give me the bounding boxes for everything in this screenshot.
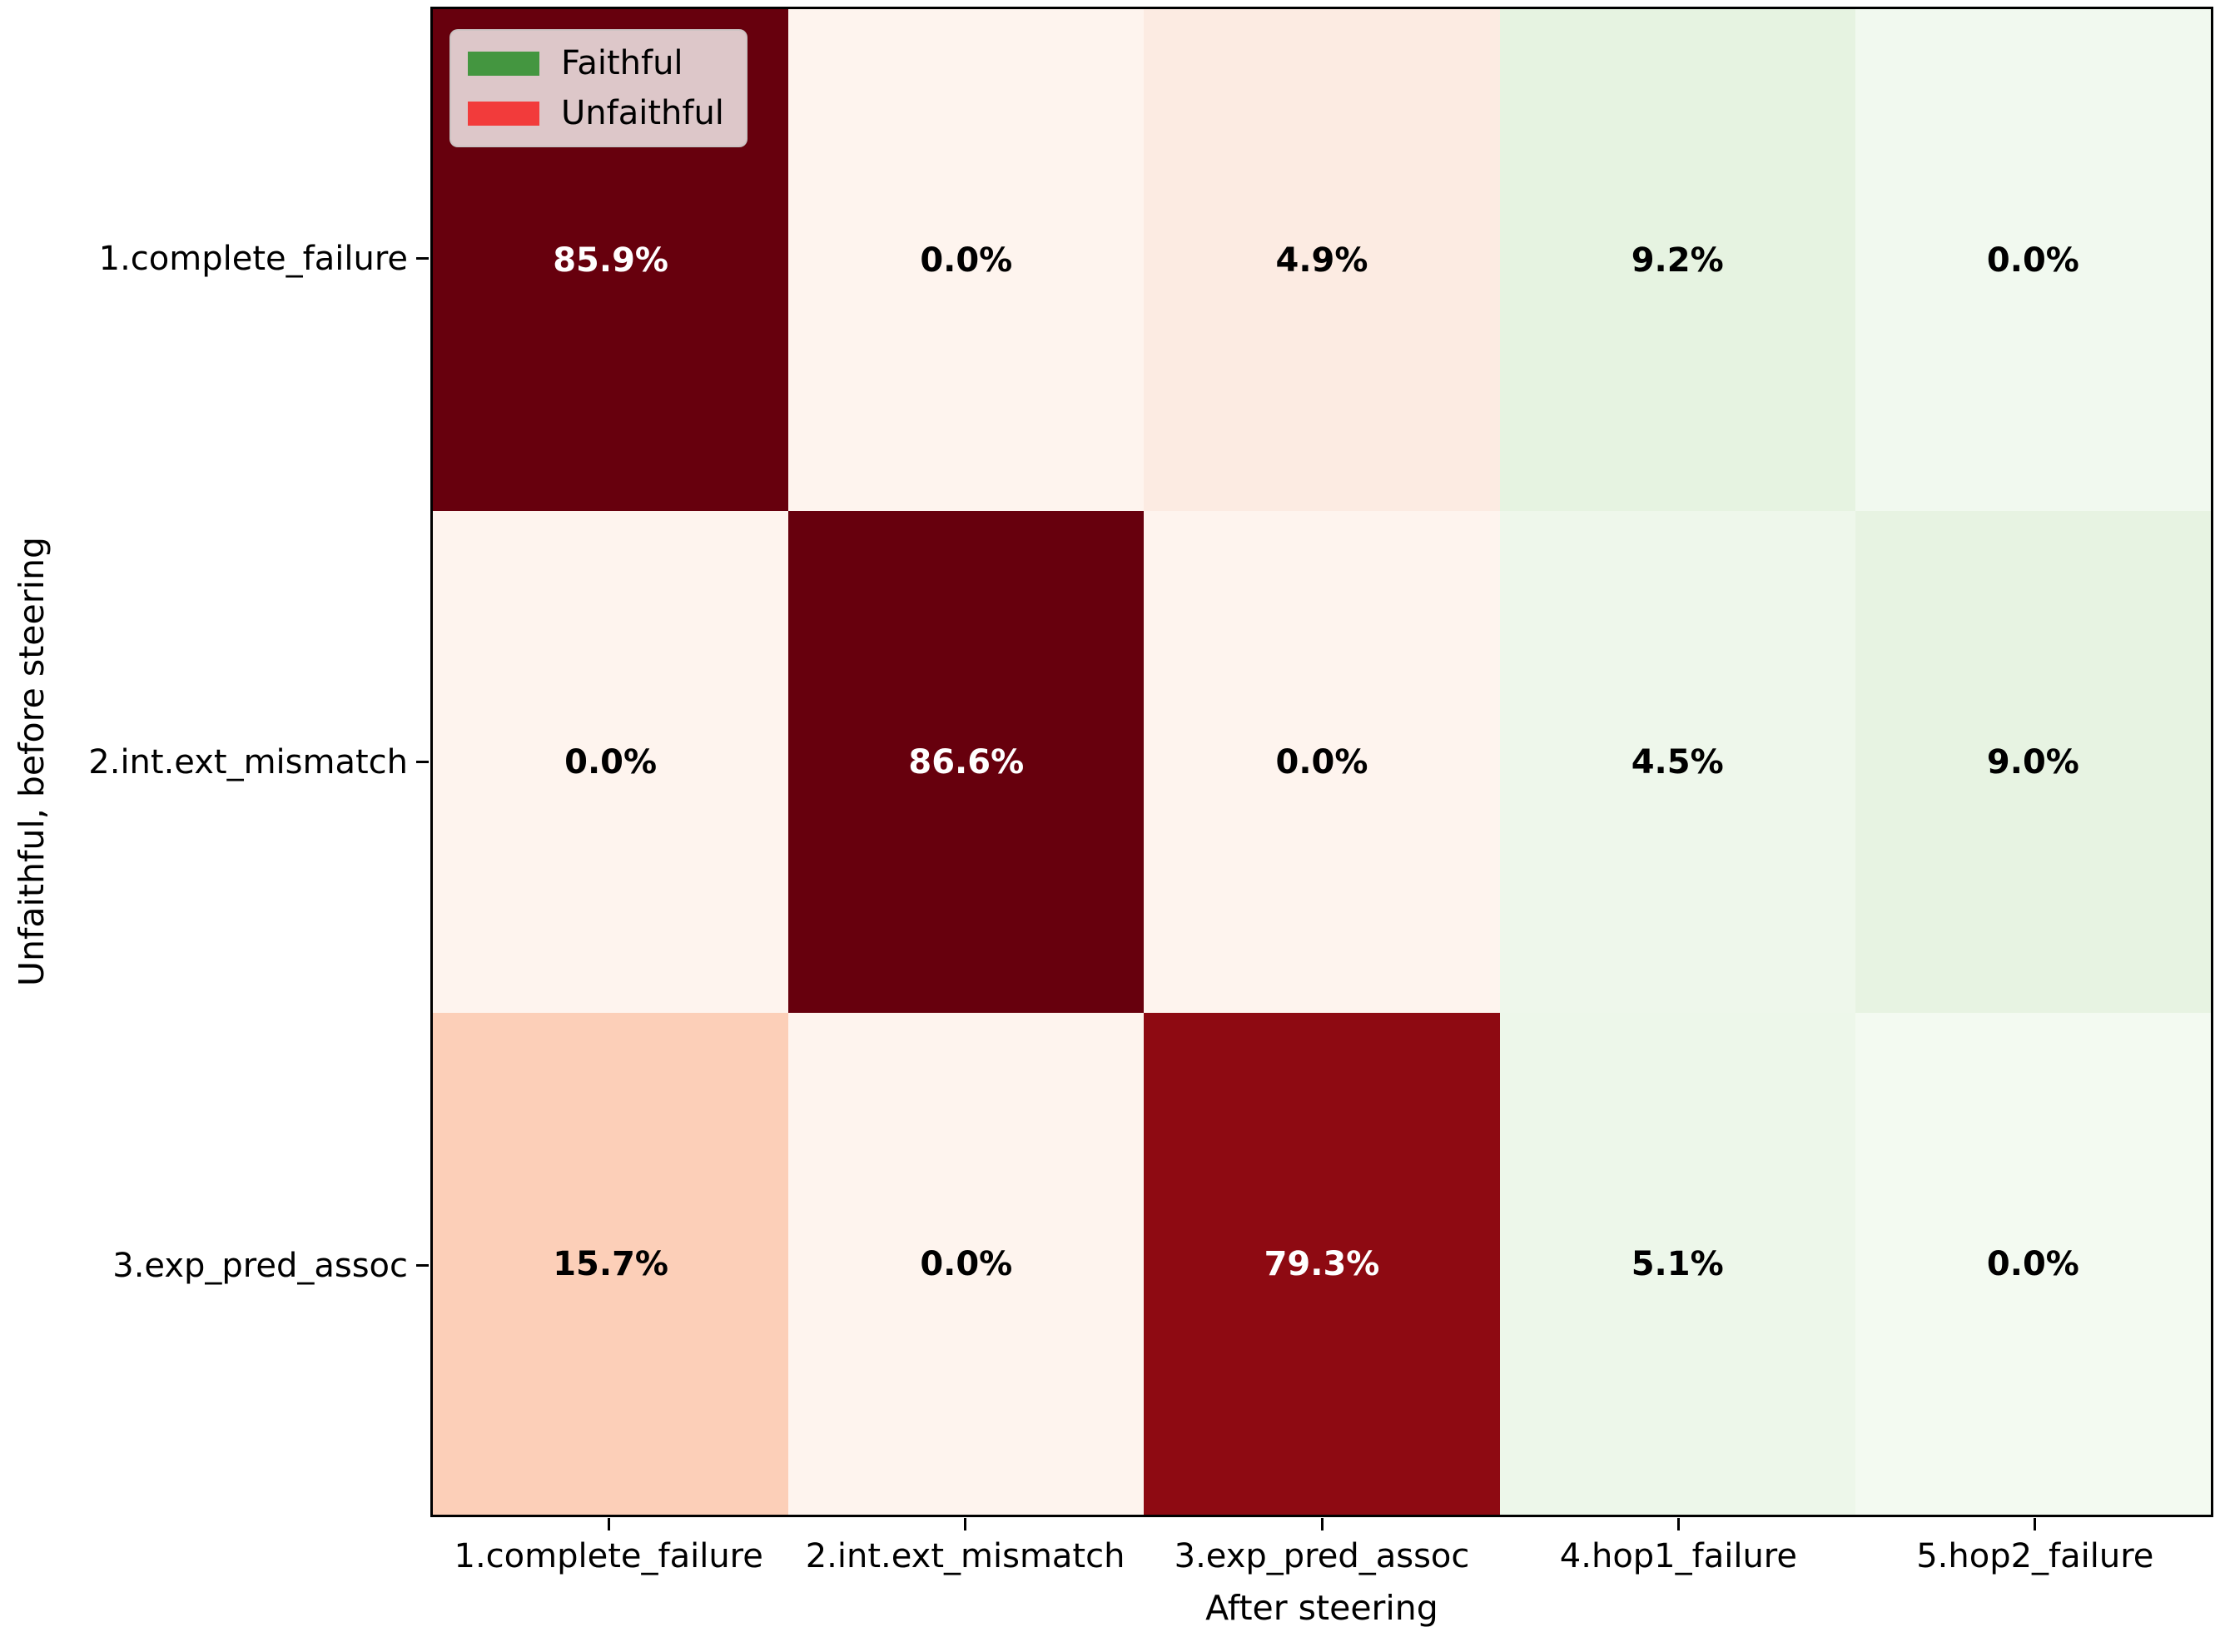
- heatmap-cell-r2c5: 9.0%: [1855, 511, 2211, 1013]
- heatmap-cell-r3c5: 0.0%: [1855, 1013, 2211, 1515]
- x-tick-mark: [1320, 1518, 1324, 1530]
- y-tick-label: 2.int.ext_mismatch: [88, 742, 408, 781]
- x-tick-mark: [964, 1518, 967, 1530]
- heatmap-cell-r2c2: 86.6%: [788, 511, 1145, 1013]
- heatmap-cell-r2c1: 0.0%: [433, 511, 789, 1013]
- heatmap-cell-r1c2: 0.0%: [788, 9, 1145, 511]
- legend-swatch-icon: [468, 101, 539, 126]
- heatmap-cell-r1c5: 0.0%: [1855, 9, 2211, 511]
- x-tick-label: 1.complete_failure: [454, 1537, 763, 1575]
- y-tick-mark: [416, 257, 429, 260]
- x-tick-mark: [607, 1518, 610, 1530]
- legend-swatch-icon: [468, 51, 539, 76]
- heatmap-cell-r1c4: 9.2%: [1499, 9, 1855, 511]
- heatmap-cell-r2c3: 0.0%: [1144, 511, 1500, 1013]
- x-tick-label: 5.hop2_failure: [1916, 1537, 2154, 1575]
- heatmap-cell-r3c1: 15.7%: [433, 1013, 789, 1515]
- heatmap-cell-r3c2: 0.0%: [788, 1013, 1145, 1515]
- heatmap-grid: Faithful Unfaithful 85.9% 0.0% 4.9% 9.2% 0.0%…: [430, 7, 2213, 1517]
- legend: Faithful Unfaithful: [449, 29, 747, 147]
- x-axis-label: After steering: [1205, 1588, 1438, 1628]
- legend-item: Unfaithful: [468, 94, 724, 132]
- x-tick-mark: [2034, 1518, 2037, 1530]
- x-tick-label: 2.int.ext_mismatch: [805, 1537, 1125, 1575]
- heatmap-cell-r2c4: 4.5%: [1499, 511, 1855, 1013]
- y-tick-label: 1.complete_failure: [98, 239, 408, 278]
- legend-label: Unfaithful: [561, 94, 724, 132]
- x-tick-mark: [1676, 1518, 1680, 1530]
- heatmap-cell-r1c3: 4.9%: [1144, 9, 1500, 511]
- x-tick-label: 4.hop1_failure: [1559, 1537, 1797, 1575]
- legend-item: Faithful: [468, 44, 724, 82]
- heatmap-cell-r3c3: 79.3%: [1144, 1013, 1500, 1515]
- heatmap-cell-r3c4: 5.1%: [1499, 1013, 1855, 1515]
- x-tick-label: 3.exp_pred_assoc: [1174, 1537, 1470, 1575]
- legend-label: Faithful: [561, 44, 683, 82]
- y-tick-mark: [416, 761, 429, 763]
- y-tick-label: 3.exp_pred_assoc: [112, 1246, 408, 1285]
- y-tick-mark: [416, 1264, 429, 1267]
